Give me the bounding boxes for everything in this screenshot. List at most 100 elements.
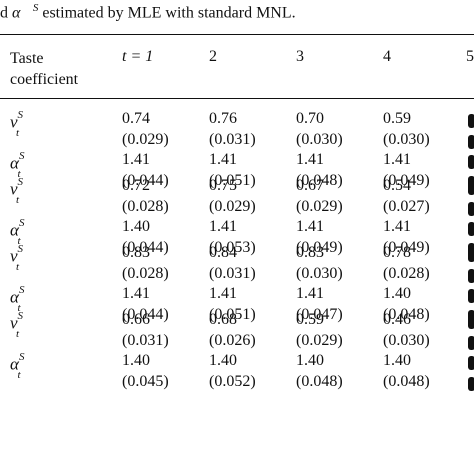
symbol-subscript: t	[17, 302, 21, 315]
cell-v-se-g3-c2: (0.031)	[209, 265, 256, 282]
cell-v-est-g4-c4: 0.46	[383, 311, 411, 328]
clipped-column-5-fragment	[468, 356, 474, 370]
cell-v-se-g3-c3: (0.030)	[296, 265, 343, 282]
cell-v-est-g2-c1: 0.72	[122, 177, 150, 194]
cell-v-se-g2-c4: (0.027)	[383, 198, 430, 215]
cell-a-est-g4-c3: 1.40	[296, 352, 324, 369]
caption-text: estimated by MLE with standard MNL.	[38, 4, 296, 22]
clipped-column-5-fragment	[468, 181, 474, 195]
cell-a-est-g1-c4: 1.41	[383, 151, 411, 168]
cell-a-est-g1-c3: 1.41	[296, 151, 324, 168]
cell-v-se-g4-c2: (0.026)	[209, 332, 256, 349]
symbol-subscript: t	[16, 328, 20, 341]
header-line-2: coefficient	[10, 71, 79, 88]
symbol-superscript: S	[17, 310, 24, 322]
symbol-subscript: t	[17, 369, 21, 382]
cell-v-est-g3-c4: 0.78	[383, 244, 411, 261]
caption-symbol-sup: S	[32, 2, 39, 14]
cell-v-est-g1-c2: 0.76	[209, 110, 237, 127]
v-symbol-group-2: vSt	[10, 176, 23, 206]
cell-a-se-g2-c2: (0.053)	[209, 239, 256, 256]
cell-v-se-g3-c1: (0.028)	[122, 265, 169, 282]
header-col-2: 2	[209, 48, 217, 65]
symbol-subscript: t	[17, 235, 21, 248]
v-symbol-group-3: vSt	[10, 243, 23, 273]
cell-a-se-g3-c3: (0.047)	[296, 306, 343, 323]
symbol-letter: v	[10, 179, 18, 199]
clipped-column-5-fragment	[468, 248, 474, 262]
symbol-letter: α	[10, 220, 19, 240]
cell-a-est-g2-c4: 1.41	[383, 218, 411, 235]
symbol-superscript: S	[17, 243, 24, 255]
clipped-column-5-fragment	[468, 155, 474, 169]
symbol-superscript: S	[17, 176, 24, 188]
alpha-symbol-group-3: αSt	[10, 284, 24, 314]
top-rule	[0, 34, 474, 35]
header-col-3: 3	[296, 48, 304, 65]
cell-a-se-g2-c4: (0.049)	[383, 239, 430, 256]
cell-a-est-g3-c1: 1.41	[122, 285, 150, 302]
cell-v-est-g1-c1: 0.74	[122, 110, 150, 127]
alpha-symbol-group-2: αSt	[10, 217, 24, 247]
cell-v-se-g2-c3: (0.029)	[296, 198, 343, 215]
cell-a-se-g3-c2: (0.051)	[209, 306, 256, 323]
cell-v-est-g1-c3: 0.70	[296, 110, 324, 127]
cell-a-est-g2-c3: 1.41	[296, 218, 324, 235]
symbol-superscript: S	[18, 217, 25, 229]
header-t1: t = 1	[122, 48, 154, 65]
cell-a-est-g3-c2: 1.41	[209, 285, 237, 302]
clipped-column-5-fragment	[468, 315, 474, 329]
cell-v-se-g4-c1: (0.031)	[122, 332, 169, 349]
cell-v-est-g3-c3: 0.83	[296, 244, 324, 261]
symbol-letter: α	[10, 153, 19, 173]
cell-a-est-g3-c3: 1.41	[296, 285, 324, 302]
cell-v-est-g3-c1: 0.83	[122, 244, 150, 261]
cell-v-se-g1-c4: (0.030)	[383, 131, 430, 148]
cell-v-se-g2-c1: (0.028)	[122, 198, 169, 215]
header-col-4: 4	[383, 48, 391, 65]
symbol-letter: α	[10, 287, 19, 307]
symbol-letter: v	[10, 112, 18, 132]
v-symbol-group-1: vSt	[10, 109, 23, 139]
cell-v-se-g1-c3: (0.030)	[296, 131, 343, 148]
cell-v-est-g2-c4: 0.54	[383, 177, 411, 194]
cell-a-se-g3-c4: (0.048)	[383, 306, 430, 323]
cell-a-est-g4-c2: 1.40	[209, 352, 237, 369]
symbol-letter: v	[10, 313, 18, 333]
header-col-5: 5	[466, 48, 474, 65]
cell-a-se-g2-c1: (0.044)	[122, 239, 169, 256]
symbol-superscript: S	[18, 150, 25, 162]
cell-a-se-g1-c4: (0.049)	[383, 172, 430, 189]
cell-v-est-g4-c3: 0.59	[296, 311, 324, 328]
cell-a-se-g1-c3: (0.048)	[296, 172, 343, 189]
cell-a-se-g3-c1: (0.044)	[122, 306, 169, 323]
cell-v-est-g2-c3: 0.67	[296, 177, 324, 194]
cell-a-est-g1-c2: 1.41	[209, 151, 237, 168]
clipped-column-5-fragment	[468, 114, 474, 128]
header-taste-coefficient: Taste coefficient	[10, 48, 78, 90]
cell-a-est-g4-c1: 1.40	[122, 352, 150, 369]
cell-v-se-g1-c2: (0.031)	[209, 131, 256, 148]
clipped-column-5-fragment	[468, 135, 474, 149]
caption-symbol: α⃗	[12, 4, 33, 22]
clipped-column-5-fragment	[468, 377, 474, 391]
cell-a-est-g2-c2: 1.41	[209, 218, 237, 235]
cell-v-est-g2-c2: 0.75	[209, 177, 237, 194]
symbol-subscript: t	[16, 261, 20, 274]
caption-prefix: d	[0, 4, 8, 22]
cell-v-se-g4-c4: (0.030)	[383, 332, 430, 349]
alpha-symbol-group-4: αSt	[10, 351, 24, 381]
cell-a-se-g1-c1: (0.044)	[122, 172, 169, 189]
header-line-1: Taste	[10, 50, 44, 67]
header-rule	[0, 98, 474, 99]
cell-v-se-g2-c2: (0.029)	[209, 198, 256, 215]
cell-v-se-g1-c1: (0.029)	[122, 131, 169, 148]
cell-v-est-g3-c2: 0.84	[209, 244, 237, 261]
symbol-letter: v	[10, 246, 18, 266]
clipped-column-5-fragment	[468, 289, 474, 303]
symbol-subscript: t	[16, 194, 20, 207]
cell-a-est-g1-c1: 1.41	[122, 151, 150, 168]
cell-a-se-g4-c2: (0.052)	[209, 373, 256, 390]
clipped-column-5-fragment	[468, 222, 474, 236]
cell-v-est-g4-c1: 0.66	[122, 311, 150, 328]
